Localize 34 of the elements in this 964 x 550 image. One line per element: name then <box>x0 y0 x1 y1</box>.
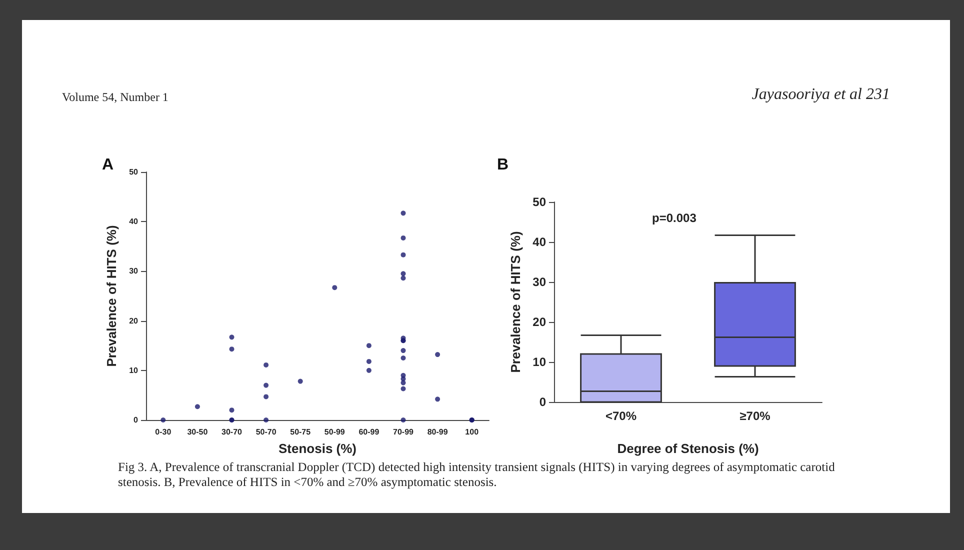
x-tick-label: 0-30 <box>155 428 172 436</box>
x-tick-label: 30-70 <box>222 428 243 436</box>
x-tick-label: 70-99 <box>393 428 414 436</box>
y-tick-label: 10 <box>532 355 546 369</box>
y-tick-label: 50 <box>129 168 139 176</box>
x-tick-label: 60-99 <box>358 428 380 436</box>
text: Jayasooriya et al 231 <box>752 86 890 104</box>
caption: Fig 3. A, Prevalence of transcranial Doppler (TCD) detected high intensity transient signals (HITS) in varying degrees of asymptomatic carotid stenosis. B, Prevalence of HITS in <70% and ≥70% asymptomatic stenosis. <box>118 460 836 490</box>
chart-title: B <box>497 156 509 174</box>
text: Volume 54, Number 1 <box>62 90 168 105</box>
y-tick-label: 30 <box>532 275 546 289</box>
x-tick-label: 50-70 <box>256 428 277 436</box>
x-tick-label: <70% <box>605 409 637 423</box>
y-tick-label: 40 <box>129 217 139 226</box>
annotation: p=0.003 <box>652 211 697 225</box>
y-tick-label: 0 <box>539 395 546 409</box>
y-tick-label: 50 <box>532 195 546 209</box>
y-tick-label: 30 <box>129 266 139 276</box>
x-tick-label: ≥70% <box>740 409 771 423</box>
x-tick-label: 50-75 <box>290 428 312 436</box>
x-tick-label: 80-99 <box>427 428 448 436</box>
y-tick-label: 20 <box>532 315 546 329</box>
chart-title: A <box>102 156 114 174</box>
x-tick-label: 100 <box>465 428 480 436</box>
y-axis-title: Prevalence of HITS (%) <box>104 225 119 367</box>
x-axis-title: Degree of Stenosis (%) <box>617 441 759 456</box>
x-axis-title: Stenosis (%) <box>278 441 357 456</box>
y-tick-label: 0 <box>134 416 139 424</box>
y-tick-label: 40 <box>532 235 546 249</box>
y-axis-title: Prevalence of HITS (%) <box>508 231 523 373</box>
x-tick-label: 50-99 <box>324 428 346 436</box>
x-tick-label: 30-50 <box>187 428 208 436</box>
y-tick-label: 10 <box>129 366 139 375</box>
y-tick-label: 20 <box>129 316 139 326</box>
